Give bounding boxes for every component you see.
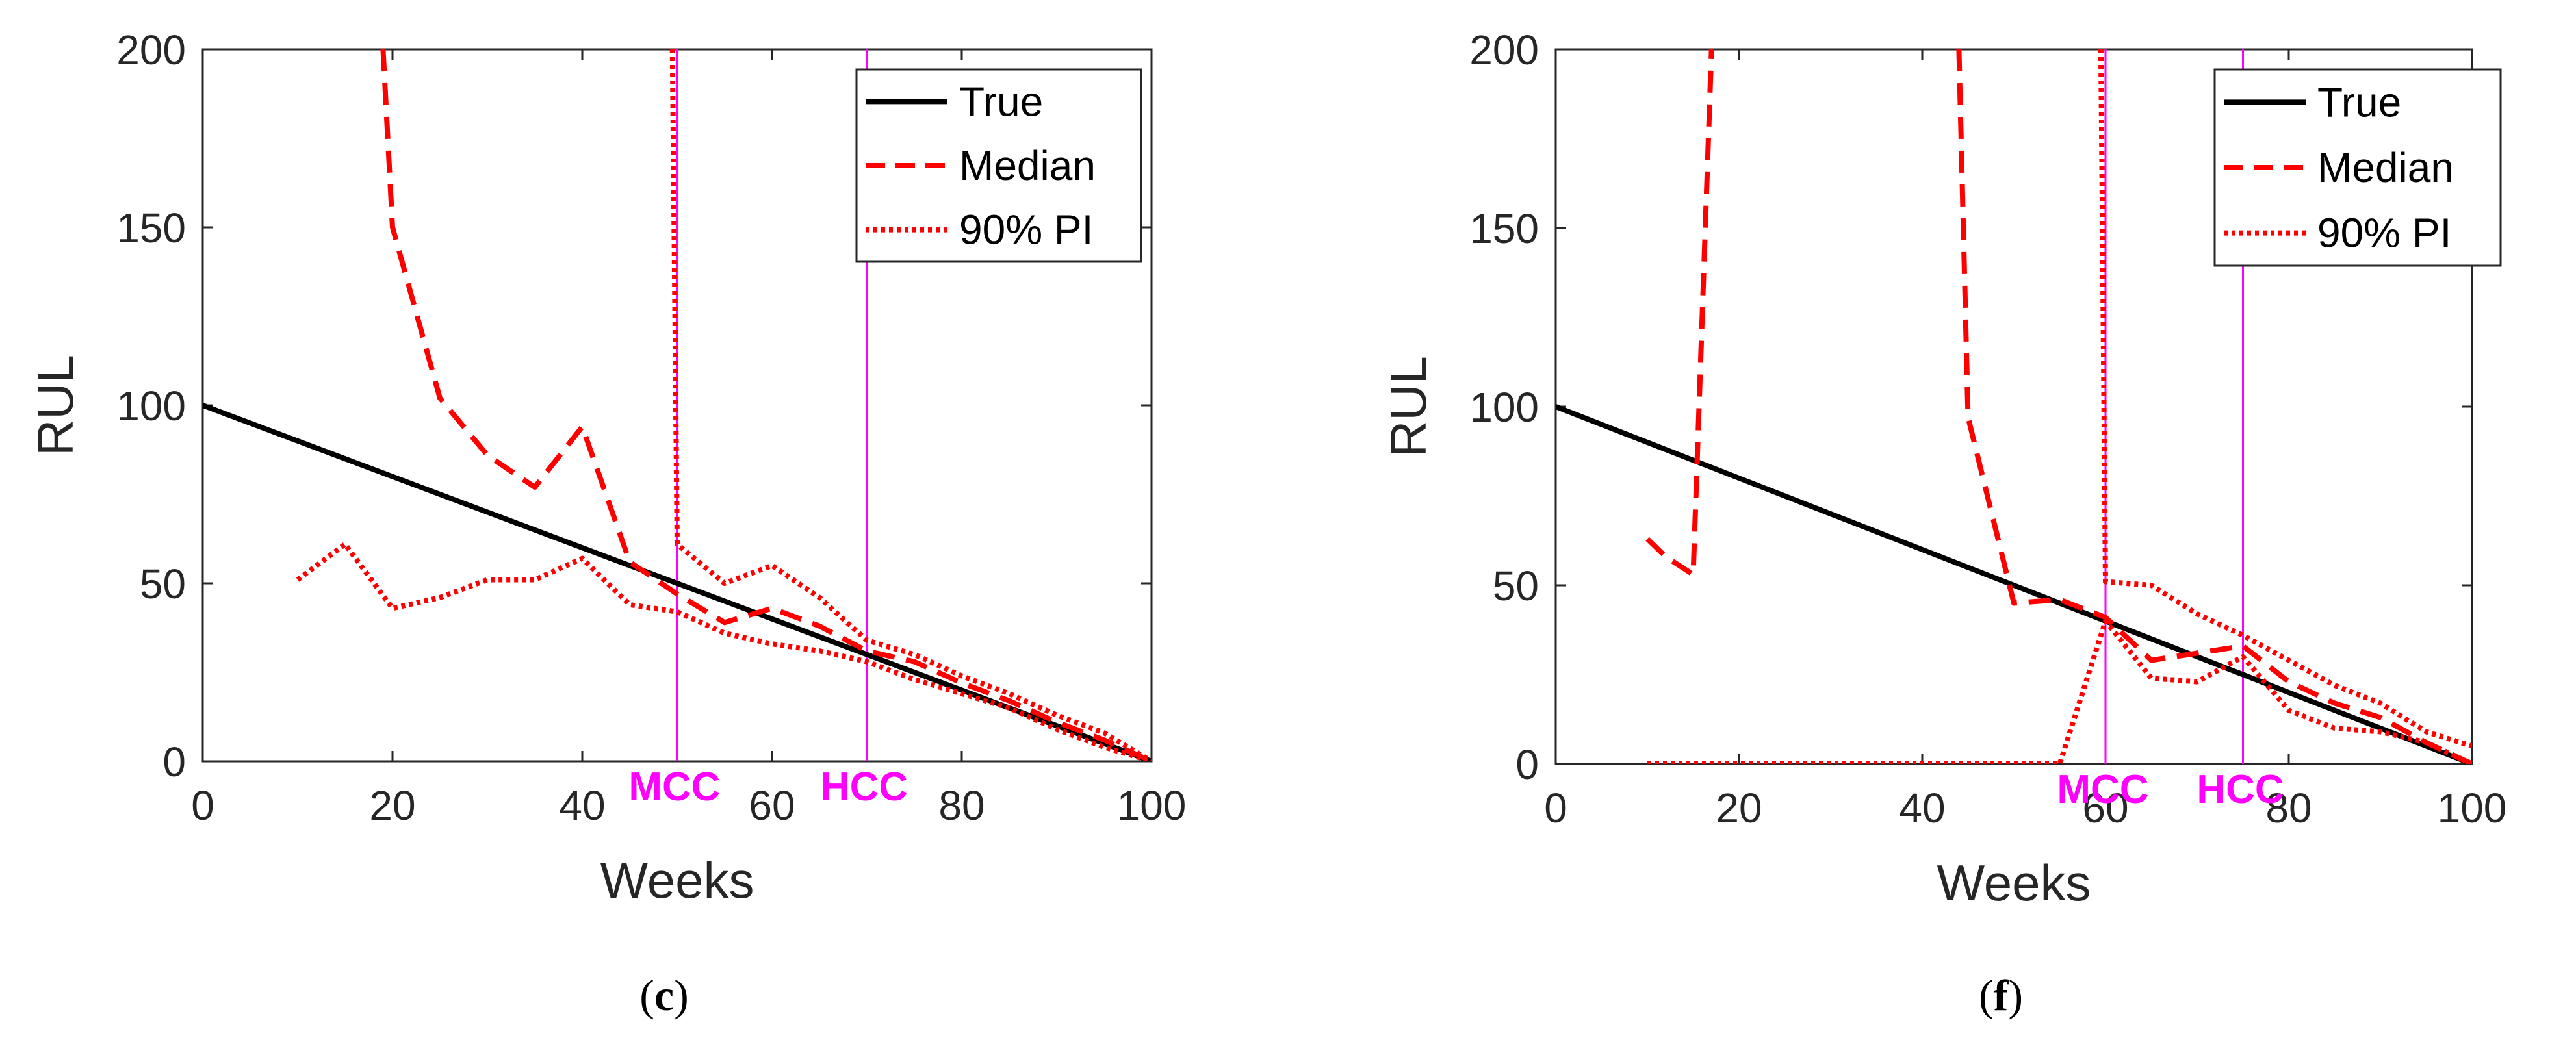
panel-f: 0 50 100 150 200 0 20 40 60 80 100 Weeks…: [1380, 27, 2506, 1020]
panel-c: 0 50 100 150 200 0 20 40 60 80 100 Weeks…: [27, 27, 1186, 1020]
ytick-label: 150: [1469, 205, 1539, 252]
series-median-late: [1956, 49, 2472, 764]
panel-letter: f: [1994, 971, 2009, 1020]
panel-label: (c): [639, 971, 689, 1020]
y-axis-title: RUL: [27, 355, 84, 456]
xtick-label: 100: [2438, 785, 2507, 831]
legend-entry-median: Median: [2317, 144, 2454, 191]
xtick-label: 100: [1117, 782, 1187, 829]
series-90-pi-upper: [669, 49, 1152, 761]
legend-entry-pi: 90% PI: [959, 207, 1093, 253]
ytick-label: 0: [1515, 741, 1539, 788]
xtick-label: 80: [2265, 785, 2312, 831]
series-90-pi-lower: [296, 541, 1152, 761]
y-axis-title: RUL: [1380, 356, 1437, 457]
hcc-label: HCC: [821, 765, 908, 809]
xtick-label: 60: [2082, 785, 2128, 831]
xtick-label: 60: [749, 782, 795, 829]
xtick-label: 40: [559, 782, 605, 829]
ytick-label: 0: [162, 739, 186, 785]
xtick-label: 40: [1899, 785, 1945, 831]
y-tick-labels: 0 50 100 150 200: [1469, 27, 1539, 788]
ytick-label: 200: [116, 27, 186, 73]
x-tick-labels: 0 20 40 60 80 100: [191, 782, 1186, 829]
ytick-label: 50: [1493, 563, 1539, 609]
plot-area: [1554, 48, 2502, 765]
xtick-label: 80: [938, 782, 985, 829]
series-90-pi-upper: [2098, 49, 2472, 749]
plot-area: [201, 48, 1153, 763]
series-true: [1556, 404, 2472, 764]
x-axis-title: Weeks: [1937, 854, 2091, 911]
y-tick-labels: 0 50 100 150 200: [116, 27, 186, 785]
ytick-label: 200: [1469, 27, 1539, 73]
ytick-label: 100: [1469, 384, 1539, 431]
legend-entry-true: True: [959, 78, 1043, 125]
xtick-label: 0: [191, 782, 214, 829]
ytick-label: 150: [116, 205, 186, 251]
legend-entry-median: Median: [959, 142, 1096, 189]
ytick-label: 100: [116, 383, 186, 429]
xtick-label: 0: [1544, 785, 1567, 831]
hcc-label: HCC: [2196, 767, 2284, 812]
ytick-label: 50: [140, 561, 186, 607]
legend-entry-pi: 90% PI: [2317, 210, 2451, 257]
series-90-pi-lower: [1647, 618, 2472, 764]
x-axis-title: Weeks: [600, 852, 754, 909]
legend-entry-true: True: [2317, 79, 2401, 125]
panel-letter: c: [654, 971, 674, 1020]
mcc-label: MCC: [2057, 767, 2148, 812]
xtick-label: 20: [1716, 785, 1762, 831]
x-tick-labels: 0 20 40 60 80 100: [1544, 785, 2506, 831]
series-median: [380, 49, 1152, 761]
mcc-label: MCC: [628, 765, 720, 809]
panel-label: (f): [1979, 971, 2023, 1020]
xtick-label: 20: [369, 782, 415, 829]
series-median: [1645, 49, 1714, 577]
